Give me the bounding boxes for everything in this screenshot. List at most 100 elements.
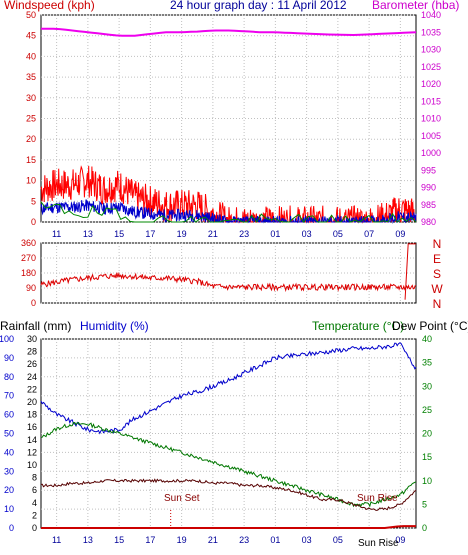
sunset-annotation: Sun Set xyxy=(164,493,200,504)
top-x-tick-label: 21 xyxy=(208,229,218,239)
rain-tick-label: 14 xyxy=(27,435,37,445)
axis-ticks: 0510152025303540455098098599099510001005… xyxy=(0,10,443,545)
humidity-tick-label: 10 xyxy=(4,504,14,514)
rain-tick-label: 16 xyxy=(27,422,37,432)
rainfall-axis-label: Rainfall (mm) xyxy=(0,319,71,333)
bottom-x-tick-label: 13 xyxy=(83,535,93,545)
baro-tick-label: 1015 xyxy=(421,96,441,106)
temperature-axis-label: Temperature (°C) xyxy=(312,319,404,333)
dir-tick-label: 90 xyxy=(26,283,36,293)
baro-tick-label: 990 xyxy=(421,183,436,193)
baro-tick-label: 985 xyxy=(421,200,436,210)
bottom-x-tick-label: 09 xyxy=(395,535,405,545)
compass-label: S xyxy=(433,267,441,281)
series-line-rainfall xyxy=(41,525,416,529)
humidity-tick-label: 30 xyxy=(4,466,14,476)
baro-tick-label: 1000 xyxy=(421,148,441,158)
dir-tick-label: 0 xyxy=(31,298,36,308)
rain-tick-label: 0 xyxy=(32,523,37,533)
rain-tick-label: 30 xyxy=(27,334,37,344)
humidity-tick-label: 80 xyxy=(4,372,14,382)
sunrise-axis-annotation: Sun Rise xyxy=(358,538,399,549)
humidity-axis-label: Humidity (%) xyxy=(80,319,149,333)
series-line-temperature xyxy=(40,421,417,508)
baro-tick-label: 1020 xyxy=(421,79,441,89)
wind-tick-label: 20 xyxy=(26,134,36,144)
temp-tick-label: 20 xyxy=(422,429,432,439)
top-x-tick-label: 23 xyxy=(239,229,249,239)
top-x-tick-label: 03 xyxy=(302,229,312,239)
sunrise-annotation: Sun Rise xyxy=(357,493,398,504)
baro-tick-label: 1005 xyxy=(421,131,441,141)
wind-tick-label: 25 xyxy=(26,114,36,124)
compass-label: N xyxy=(433,237,442,251)
baro-tick-label: 1010 xyxy=(421,114,441,124)
baro-tick-label: 980 xyxy=(421,217,436,227)
rain-tick-label: 22 xyxy=(27,384,37,394)
bottom-x-tick-label: 11 xyxy=(52,535,61,545)
chart-title: 24 hour graph day : 11 April 2012 xyxy=(170,0,347,12)
baro-tick-label: 1030 xyxy=(421,45,441,55)
baro-tick-label: 1025 xyxy=(421,62,441,72)
rain-tick-label: 4 xyxy=(32,498,37,508)
wind-tick-label: 10 xyxy=(26,176,36,186)
compass-label: N xyxy=(433,297,442,311)
humidity-tick-label: 70 xyxy=(4,391,14,401)
dewpoint-axis-label: Dew Point (°C) xyxy=(392,319,468,333)
wind-tick-label: 5 xyxy=(31,196,36,206)
wind-tick-label: 15 xyxy=(26,155,36,165)
dir-tick-label: 360 xyxy=(21,238,36,248)
humidity-tick-label: 60 xyxy=(4,410,14,420)
top-x-tick-label: 17 xyxy=(145,229,155,239)
series-line-humidity xyxy=(40,342,417,435)
temp-tick-label: 0 xyxy=(422,523,427,533)
series-line-wind-direction-end xyxy=(404,243,416,300)
bottom-x-tick-label: 15 xyxy=(114,535,124,545)
top-x-tick-label: 19 xyxy=(177,229,187,239)
wind-tick-label: 30 xyxy=(26,93,36,103)
dir-tick-label: 270 xyxy=(21,253,36,263)
gridlines xyxy=(41,14,416,529)
humidity-tick-label: 90 xyxy=(4,353,14,363)
humidity-tick-label: 100 xyxy=(0,334,14,344)
top-x-tick-label: 01 xyxy=(270,229,280,239)
rain-tick-label: 10 xyxy=(27,460,37,470)
humidity-tick-label: 40 xyxy=(4,447,14,457)
series-line-windspeed-low xyxy=(40,201,417,223)
top-x-tick-label: 11 xyxy=(52,229,61,239)
bottom-x-tick-label: 03 xyxy=(302,535,312,545)
bottom-x-tick-label: 21 xyxy=(208,535,218,545)
series-line-barometer xyxy=(41,27,417,37)
temp-tick-label: 10 xyxy=(422,476,432,486)
rain-tick-label: 20 xyxy=(27,397,37,407)
rain-tick-label: 6 xyxy=(32,485,37,495)
temp-tick-label: 15 xyxy=(422,452,432,462)
humidity-tick-label: 0 xyxy=(9,523,14,533)
top-x-tick-label: 13 xyxy=(83,229,93,239)
rain-tick-label: 12 xyxy=(27,447,37,457)
top-x-tick-label: 15 xyxy=(114,229,124,239)
top-x-tick-label: 05 xyxy=(333,229,343,239)
compass-label: W xyxy=(431,282,443,296)
humidity-tick-label: 50 xyxy=(4,429,14,439)
baro-tick-label: 995 xyxy=(421,165,436,175)
temp-tick-label: 35 xyxy=(422,358,432,368)
series-line-windspeed xyxy=(40,165,417,224)
compass-label: E xyxy=(433,252,441,266)
rain-tick-label: 8 xyxy=(32,473,37,483)
rain-tick-label: 24 xyxy=(27,372,37,382)
humidity-tick-label: 20 xyxy=(4,485,14,495)
series-line-wind-direction xyxy=(40,271,417,293)
temp-tick-label: 5 xyxy=(422,499,427,509)
dir-tick-label: 180 xyxy=(21,268,36,278)
wind-tick-label: 0 xyxy=(31,217,36,227)
top-x-tick-label: 07 xyxy=(364,229,374,239)
wind-tick-label: 35 xyxy=(26,72,36,82)
rain-tick-label: 28 xyxy=(27,347,37,357)
wind-tick-label: 50 xyxy=(26,10,36,20)
baro-tick-label: 1040 xyxy=(421,10,441,20)
windspeed-axis-label: Windspeed (kph) xyxy=(4,0,95,12)
rain-tick-label: 18 xyxy=(27,410,37,420)
